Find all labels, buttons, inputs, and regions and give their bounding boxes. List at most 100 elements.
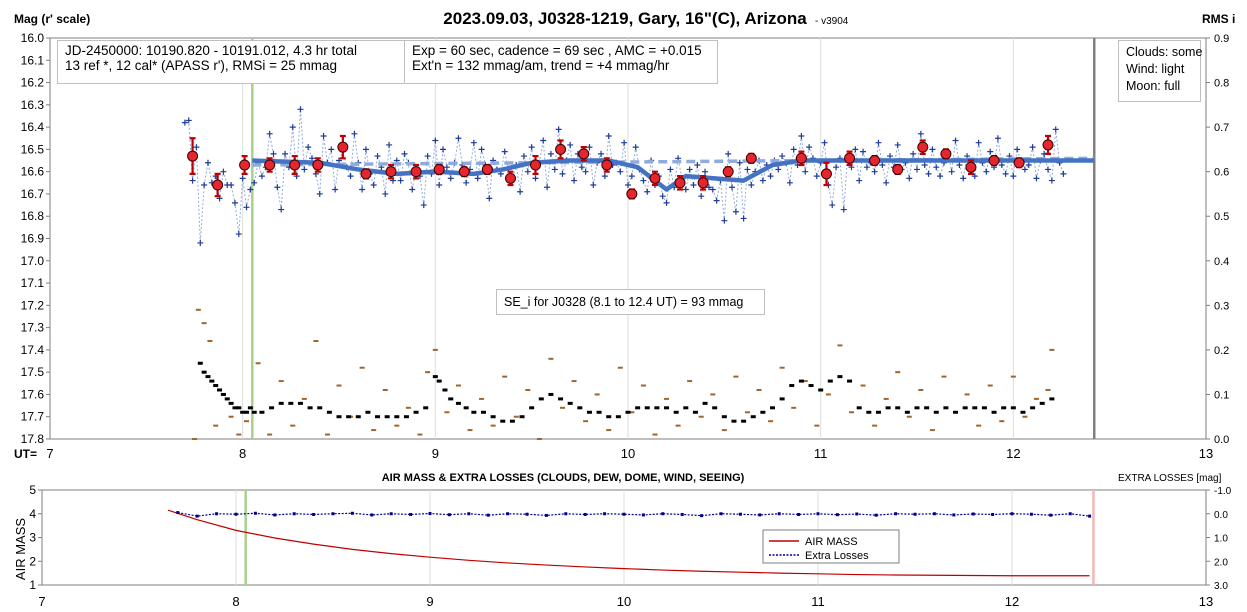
rms-brown-point: [432, 348, 438, 351]
rms-black-point: [972, 406, 978, 410]
y-tick-label: 17.0: [21, 254, 45, 268]
y2-tick-label: 0.3: [1214, 300, 1229, 312]
raw-mag-point: [305, 144, 312, 151]
binned-mag-point: [869, 155, 881, 167]
binned-mag-point: [264, 159, 276, 171]
rms-black-point: [548, 392, 554, 396]
raw-mag-point: [829, 202, 836, 209]
rms-black-point: [1001, 406, 1007, 410]
rms-black-point: [251, 410, 257, 414]
rms-brown-point: [1049, 348, 1055, 351]
raw-mag-point: [894, 141, 901, 148]
rms-brown-point: [548, 357, 554, 360]
moon-condition: Moon: full: [1126, 79, 1181, 93]
raw-mag-point: [409, 186, 416, 193]
rms-brown-point: [513, 415, 519, 418]
raw-mag-point: [571, 177, 578, 184]
raw-mag-point: [682, 186, 689, 193]
raw-mag-point: [374, 153, 381, 160]
rms-black-point: [365, 410, 371, 414]
y-tick-label: 16.8: [21, 209, 45, 223]
extra-losses-point: [622, 512, 626, 516]
binned-mag-point: [360, 168, 372, 180]
y-tick-label: 17.1: [21, 276, 45, 290]
rms-black-point: [394, 415, 400, 419]
rms-black-point: [577, 406, 583, 410]
info-line-2: 13 ref *, 12 cal* (APASS r'), RMSi = 25 …: [65, 58, 338, 73]
binned-mag-point: [481, 163, 493, 175]
binned-mag-point: [530, 159, 542, 171]
raw-mag-point: [336, 157, 342, 164]
y2-tick-label: 0.1: [1214, 389, 1229, 401]
extra-losses-point: [816, 512, 820, 516]
raw-mag-point: [840, 206, 847, 213]
rms-black-point: [904, 410, 910, 414]
rms-brown-point: [192, 438, 197, 440]
extra-losses-point: [1068, 512, 1072, 516]
raw-mag-point: [420, 202, 427, 209]
raw-mag-point: [567, 141, 574, 148]
rms-black-point: [615, 415, 621, 419]
raw-mag-point: [436, 182, 443, 189]
extra-losses-point: [971, 512, 975, 516]
raw-mag-point: [860, 148, 867, 155]
y2-tick-label: 0.4: [1214, 256, 1229, 268]
x-tick-label: 12: [1006, 446, 1020, 461]
raw-mag-point: [987, 148, 994, 155]
binned-mag-point: [988, 155, 1000, 167]
raw-mag-point: [998, 161, 1005, 168]
raw-mag-point: [1048, 177, 1055, 184]
binned-mag-point: [820, 168, 832, 180]
rms-black-point: [625, 410, 631, 414]
raw-mag-point: [1033, 175, 1040, 182]
airmass-x-tick-label: 12: [1005, 594, 1019, 609]
binned-mag-point: [722, 166, 734, 178]
rms-black-point: [529, 406, 535, 410]
extra-losses-point: [700, 514, 704, 518]
raw-mag-point: [709, 186, 716, 193]
raw-mag-point: [1025, 161, 1032, 168]
y-tick-label: 17.3: [21, 321, 45, 335]
rms-brown-point: [236, 433, 242, 436]
rms-brown-point: [336, 384, 342, 387]
rms-black-point: [837, 375, 843, 379]
rms-black-point: [224, 397, 230, 401]
rms-black-point: [213, 384, 219, 388]
raw-mag-point: [440, 146, 447, 153]
raw-mag-point: [856, 177, 863, 184]
extra-losses-point: [894, 512, 898, 516]
raw-mag-point: [297, 106, 304, 113]
extra-losses-point: [758, 513, 762, 517]
rms-black-point: [664, 406, 670, 410]
rms-brown-point: [502, 375, 508, 378]
raw-mag-point: [790, 146, 797, 153]
x-tick-label: 7: [46, 446, 53, 461]
raw-mag-point: [937, 173, 944, 180]
rms-black-point: [423, 406, 429, 410]
binned-mag-point: [940, 148, 952, 160]
extra-loss-tick-label: -1.0: [1214, 486, 1232, 497]
raw-mag-point: [729, 184, 736, 191]
raw-mag-point: [266, 130, 273, 137]
raw-mag-point: [906, 175, 913, 182]
rms-black-point: [1020, 410, 1026, 414]
extra-losses-point: [835, 513, 839, 517]
rms-black-point: [519, 415, 525, 419]
airmass-y-tick-label: 2: [29, 554, 36, 568]
y-tick-label: 16.3: [21, 98, 45, 112]
raw-mag-point: [632, 144, 639, 151]
rms-brown-point: [629, 411, 635, 414]
raw-mag-point: [463, 179, 470, 186]
raw-mag-point: [960, 175, 967, 182]
rms-black-point: [490, 415, 496, 419]
binned-mag-point: [458, 166, 470, 178]
raw-mag-point: [956, 161, 963, 168]
rms-black-point: [818, 388, 824, 392]
rms-brown-point: [267, 433, 273, 436]
raw-mag-point: [278, 206, 285, 213]
rms-brown-point: [324, 433, 330, 436]
rms-black-point: [346, 415, 352, 419]
rms-black-point: [471, 410, 477, 414]
rms-brown-point: [976, 424, 982, 427]
raw-mag-point: [501, 148, 508, 155]
